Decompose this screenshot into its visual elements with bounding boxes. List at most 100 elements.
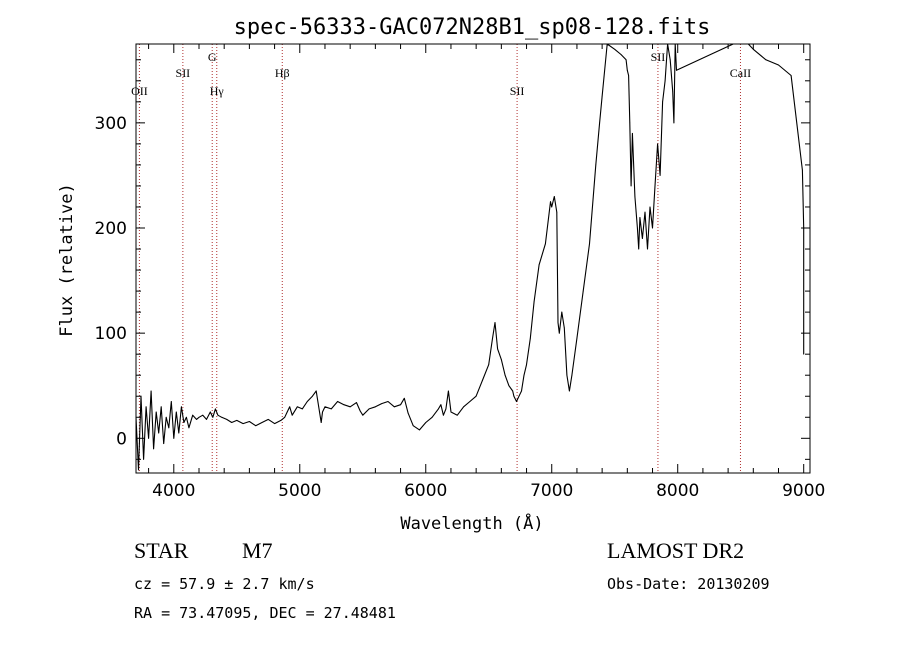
data-point (320, 422, 322, 423)
data-point (188, 427, 190, 429)
ra-dec: RA = 73.47095, DEC = 27.48481 (134, 604, 396, 622)
y-tick-label: 100 (95, 324, 127, 344)
data-point (765, 59, 767, 61)
data-point (183, 422, 185, 423)
x-tick-label: 8000 (656, 481, 699, 501)
data-point (634, 196, 636, 197)
data-point (533, 301, 535, 302)
data-point (513, 395, 515, 397)
object-subclass: M7 (242, 538, 273, 563)
data-point (778, 64, 779, 66)
data-point (488, 364, 490, 366)
data-point (669, 59, 671, 61)
data-point (589, 243, 590, 245)
data-point (625, 59, 627, 61)
y-axis-label: Flux (relative) (57, 183, 77, 337)
data-point (359, 410, 361, 412)
object-class: STAR (134, 538, 189, 563)
data-point (412, 425, 414, 427)
y-tick-label: 200 (95, 219, 127, 239)
data-point (638, 248, 640, 250)
data-point (494, 322, 496, 323)
data-point (445, 408, 447, 410)
data-point (456, 414, 458, 416)
plot-frame (135, 43, 811, 474)
data-point (790, 75, 792, 76)
data-point (545, 243, 546, 245)
data-point (192, 414, 194, 416)
data-point (249, 421, 250, 422)
data-point (186, 416, 187, 418)
data-point (538, 264, 540, 266)
data-point (652, 227, 653, 229)
data-point (173, 437, 175, 439)
data-point (601, 96, 603, 97)
data-point (312, 395, 313, 397)
data-point (215, 408, 216, 410)
data-point (659, 175, 661, 176)
data-point (407, 412, 409, 414)
data-point (221, 416, 223, 418)
data-point (289, 406, 291, 408)
data-point (676, 69, 677, 71)
y-tick-label: 0 (116, 429, 127, 449)
line-markers: OII SII G Hγ Hβ SII SII CaII (131, 44, 751, 473)
data-point (375, 406, 376, 408)
x-tick-label: 4000 (152, 481, 195, 501)
marker-label: CaII (730, 66, 751, 80)
data-point (387, 401, 389, 402)
data-point (165, 416, 167, 418)
data-point (206, 419, 207, 420)
data-point (642, 238, 643, 239)
data-point (644, 211, 646, 213)
data-point (196, 419, 197, 420)
chart-title: spec-56333-GAC072N28B1_sp08-128.fits (234, 15, 711, 40)
data-point (425, 422, 427, 423)
data-point (557, 322, 559, 323)
data-point (181, 406, 182, 408)
data-point (324, 406, 326, 408)
data-point (556, 211, 558, 213)
data-point (629, 122, 631, 124)
marker-label: Hγ (210, 84, 225, 98)
data-point (403, 397, 405, 399)
data-point (318, 406, 320, 408)
data-point (362, 414, 364, 416)
marker-label: OII (131, 84, 148, 98)
data-point (664, 80, 666, 82)
data-point (356, 402, 357, 403)
data-point (212, 416, 214, 418)
data-point (632, 133, 633, 134)
data-point (217, 414, 219, 416)
data-point (322, 411, 323, 413)
data-point (160, 406, 162, 408)
data-point (526, 364, 527, 366)
marker-label: SII (651, 50, 666, 64)
data-point (267, 419, 269, 420)
axis-ticks: 4000 5000 6000 7000 8000 9000 0 100 200 300 (95, 44, 825, 501)
y-tick-label: 300 (95, 114, 127, 134)
data-point (551, 206, 553, 208)
data-point (657, 143, 658, 145)
data-point (440, 404, 442, 406)
data-point (599, 122, 600, 124)
data-point (571, 374, 573, 376)
data-point (569, 390, 570, 392)
data-point (752, 48, 754, 50)
data-point (301, 408, 303, 410)
data-point (330, 408, 332, 410)
data-point (512, 390, 514, 392)
data-point (553, 196, 555, 197)
data-point (654, 185, 656, 187)
marker-label: G (208, 50, 217, 64)
data-point (175, 411, 177, 413)
data-point (242, 423, 244, 424)
x-tick-label: 5000 (278, 481, 321, 501)
data-point (337, 401, 338, 402)
data-point (150, 390, 152, 392)
data-point (463, 406, 464, 408)
data-point (518, 395, 520, 397)
data-point (504, 374, 506, 376)
data-point (163, 443, 165, 444)
